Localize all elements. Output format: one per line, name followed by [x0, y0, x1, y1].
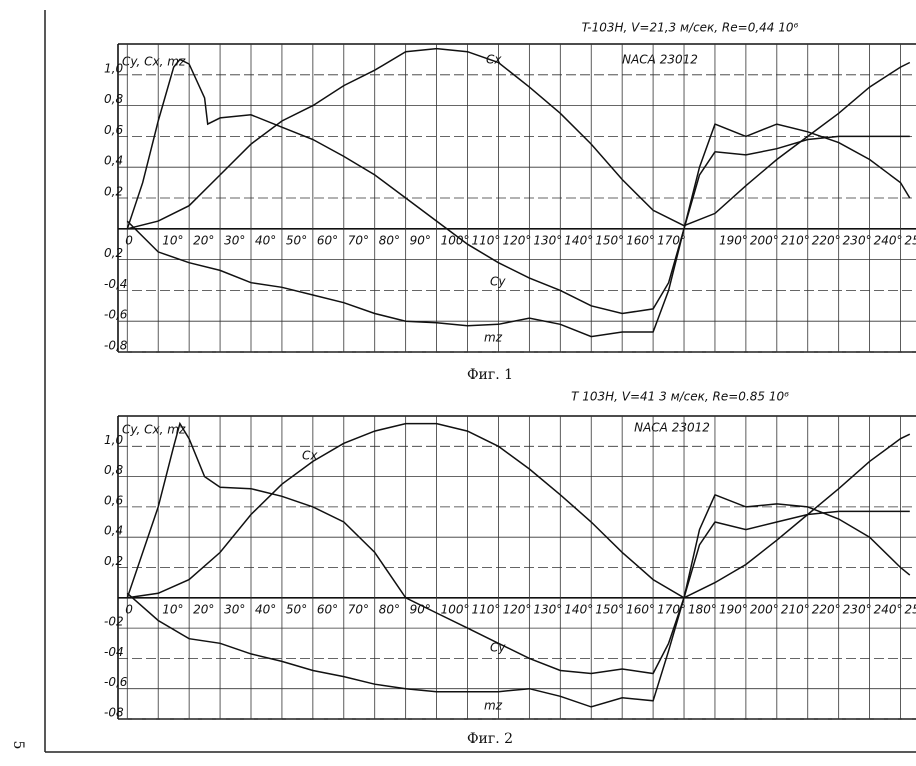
series-label: Cy [490, 641, 506, 655]
x-tick-label: 180° [688, 602, 717, 616]
series-label: mz [484, 699, 503, 713]
series-line [126, 510, 910, 708]
y-tick-label: -0,8 [104, 339, 128, 353]
y-tick-label: 1,0 [104, 433, 123, 447]
y-tick-label: 0,2 [104, 185, 123, 199]
series-line [126, 421, 911, 675]
x-tick-label: 20° [193, 233, 214, 247]
y-tick-label: -0,6 [104, 308, 128, 322]
x-tick-label: 200° [750, 233, 779, 247]
series-line [127, 422, 911, 599]
x-tick-label: 170° [657, 233, 686, 247]
x-tick-label: 30° [224, 602, 245, 616]
x-tick-label: 110° [472, 602, 501, 616]
y-tick-label: 0,6 [104, 123, 123, 137]
x-tick-label: 150° [595, 602, 624, 616]
x-tick-label: 200° [750, 602, 779, 616]
x-tick-label: 190° [719, 602, 748, 616]
series-line [126, 135, 910, 338]
y-tick-label: 0,8 [104, 92, 123, 106]
x-tick-label: 130° [533, 602, 562, 616]
x-tick-label: 230° [843, 602, 872, 616]
x-tick-label: 90° [410, 602, 431, 616]
x-tick-label: 210° [781, 602, 810, 616]
y-tick-label: -08 [104, 706, 124, 720]
x-tick-label: 250° [905, 233, 916, 247]
x-tick-label: 40° [255, 602, 276, 616]
y-tick-label: 0,8 [104, 463, 123, 477]
series-label: Cx [486, 53, 502, 67]
x-tick-label: 60° [317, 233, 338, 247]
x-tick-label: 240° [874, 233, 903, 247]
x-tick-label: 150° [595, 233, 624, 247]
x-tick-label: 80° [379, 602, 400, 616]
x-tick-label: 140° [564, 602, 593, 616]
x-tick-label: 250° [905, 602, 916, 616]
x-tick-label: 90° [410, 233, 431, 247]
x-tick-label: 100° [441, 233, 470, 247]
series-label: Cy [490, 275, 506, 289]
x-tick-label: 220° [812, 602, 841, 616]
y-tick-label: 0,2 [104, 246, 123, 260]
x-tick-label: 50° [286, 233, 307, 247]
x-tick-label: 0 [125, 233, 133, 247]
x-tick-label: 40° [255, 233, 276, 247]
x-tick-label: 140° [564, 233, 593, 247]
x-tick-label: 70° [348, 602, 369, 616]
series-label: Cx [302, 449, 318, 463]
x-tick-label: 240° [874, 602, 903, 616]
caption: Фиг. 1 [467, 367, 513, 383]
series-label: mz [484, 331, 503, 345]
y-tick-label: -04 [104, 645, 124, 659]
x-tick-label: 190° [719, 233, 748, 247]
x-tick-label: 230° [843, 233, 872, 247]
y-tick-label: 0,4 [104, 154, 123, 168]
y-tick-label: 0,6 [104, 493, 123, 507]
annotation: NACA 23012 [634, 421, 710, 435]
y-axis-label: Cy, Cx, mz [122, 55, 186, 69]
x-tick-label: 160° [626, 602, 655, 616]
x-tick-label: 210° [781, 233, 810, 247]
x-tick-label: 60° [317, 602, 338, 616]
x-tick-label: 120° [502, 233, 531, 247]
caption: Фиг. 2 [467, 731, 513, 747]
x-tick-label: 120° [502, 602, 531, 616]
chart-title: T 103H, V=41 3 м/сек, Re=0.85 10⁶ [571, 390, 789, 404]
x-tick-label: 130° [533, 233, 562, 247]
x-tick-label: 30° [224, 233, 245, 247]
x-tick-label: 110° [472, 233, 501, 247]
y-tick-label: 1,0 [104, 61, 123, 75]
x-tick-label: 10° [162, 602, 183, 616]
y-tick-label: -0,4 [104, 277, 127, 291]
x-tick-label: 70° [348, 233, 369, 247]
series-line [127, 47, 911, 230]
x-tick-label: 80° [379, 233, 400, 247]
y-tick-label: 0,2 [104, 554, 123, 568]
x-tick-label: 20° [193, 602, 214, 616]
x-tick-label: 0 [125, 602, 133, 616]
x-tick-label: 50° [286, 602, 307, 616]
y-axis-label: Cy, Cx, mz [122, 423, 186, 437]
series-line [126, 58, 911, 315]
x-tick-label: 100° [441, 602, 470, 616]
x-tick-label: 10° [162, 233, 183, 247]
y-tick-label: 0,4 [104, 524, 123, 538]
y-tick-label: -0,6 [104, 675, 128, 689]
page-number: 5 [10, 741, 26, 750]
annotation: NACA 23012 [622, 53, 698, 67]
chart-title: T-103H, V=21,3 м/сек, Re=0,44 10⁶ [582, 21, 799, 35]
x-tick-label: 160° [626, 233, 655, 247]
x-tick-label: 220° [812, 233, 841, 247]
y-tick-label: -02 [104, 615, 124, 629]
